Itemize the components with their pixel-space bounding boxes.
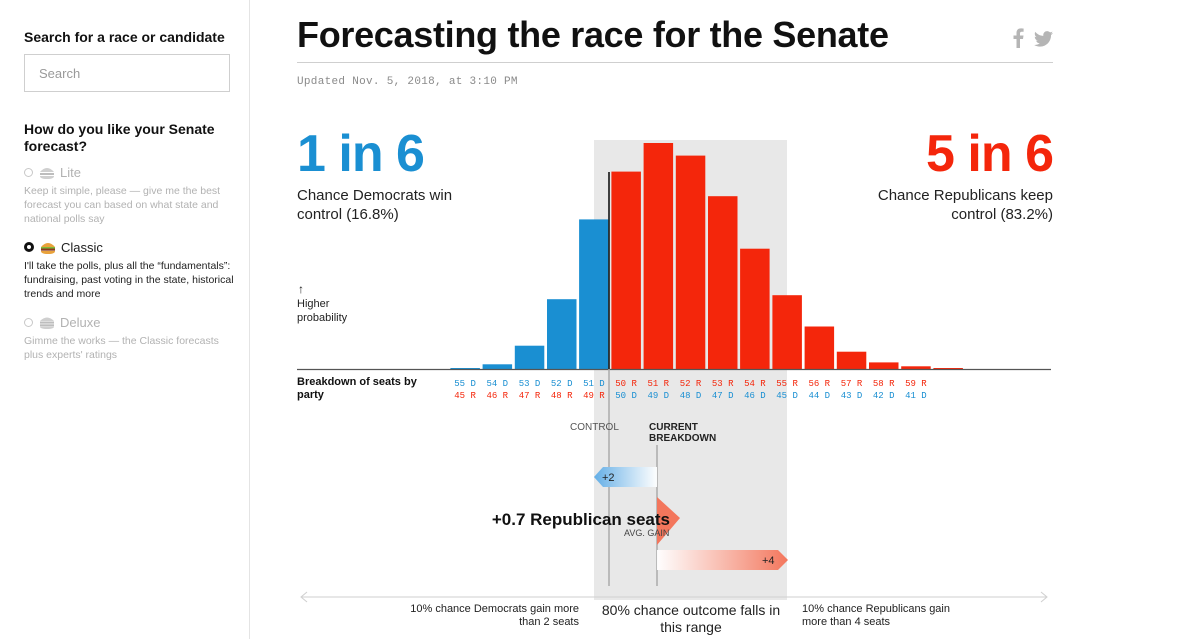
dem-odds-description: Chance Democrats win control (16.8%): [297, 187, 453, 223]
option-lite[interactable]: Lite Keep it simple, please — give me th…: [24, 163, 234, 226]
bar-57r[interactable]: [836, 351, 867, 369]
bar-58r[interactable]: [869, 362, 899, 369]
title-divider: [297, 62, 1053, 63]
tick-label-bottom-11: 44 D: [808, 391, 830, 401]
tick-label-top-0: 55 D: [454, 379, 476, 389]
bar-59r[interactable]: [901, 366, 931, 369]
rep-gain-label: +4: [762, 555, 775, 567]
tick-label-top-1: 54 D: [486, 379, 508, 389]
tick-label-top-5: 50 R: [615, 379, 637, 389]
breakdown-label: Breakdown of seats by party: [297, 376, 417, 401]
bar-51r[interactable]: [643, 143, 674, 369]
classic-radio[interactable]: [24, 242, 34, 252]
option-classic[interactable]: Classic I'll take the polls, plus all th…: [24, 238, 234, 301]
burger-lite-icon: [40, 167, 54, 179]
current-breakdown-label-1: CURRENT: [649, 422, 698, 433]
bar-52r[interactable]: [675, 155, 706, 369]
avg-gain-sub: AVG. GAIN: [624, 528, 669, 538]
tick-label-top-6: 51 R: [647, 379, 669, 389]
search-input[interactable]: [24, 54, 230, 92]
tick-label-top-12: 57 R: [841, 379, 863, 389]
bar-tail[interactable]: [933, 368, 963, 369]
tick-label-bottom-14: 41 D: [905, 391, 927, 401]
tick-label-top-3: 52 D: [551, 379, 573, 389]
rep-odds-headline: 5 in 6: [926, 125, 1054, 183]
tick-label-top-13: 58 R: [873, 379, 895, 389]
tick-label-bottom-13: 42 D: [873, 391, 895, 401]
dem-gain-label: +2: [602, 472, 615, 484]
tick-label-top-2: 53 D: [519, 379, 541, 389]
dem-odds-headline: 1 in 6: [297, 125, 425, 183]
option-classic-label: Classic: [61, 239, 103, 255]
tick-label-bottom-3: 48 R: [551, 391, 573, 401]
rep-gain-arrow: [657, 550, 788, 570]
facebook-icon[interactable]: [1012, 28, 1024, 48]
bar-53d[interactable]: [514, 345, 545, 369]
tick-label-top-7: 52 R: [680, 379, 702, 389]
bar-54r[interactable]: [740, 248, 770, 369]
option-classic-description: I'll take the polls, plus all the “funda…: [24, 260, 234, 300]
option-deluxe[interactable]: Deluxe Gimme the works — the Classic for…: [24, 313, 234, 362]
tick-label-bottom-1: 46 R: [486, 391, 508, 401]
up-arrow-icon: ↑: [298, 282, 304, 296]
tick-label-bottom-4: 49 R: [583, 391, 605, 401]
page-title: Forecasting the race for the Senate: [297, 14, 889, 55]
tick-label-top-9: 54 R: [744, 379, 766, 389]
deluxe-radio[interactable]: [24, 317, 33, 327]
burger-deluxe-icon: [40, 317, 54, 329]
tick-label-bottom-5: 50 D: [615, 391, 637, 401]
bar-53r[interactable]: [708, 196, 738, 369]
bar-54d[interactable]: [482, 364, 513, 369]
avg-gain-arrow: [657, 497, 680, 545]
probability-label: Higher probability: [297, 298, 348, 324]
tick-label-bottom-0: 45 R: [454, 391, 476, 401]
tick-label-bottom-2: 47 R: [519, 391, 541, 401]
rep-odds-description: Chance Republicans keep control (83.2%): [877, 187, 1053, 223]
option-deluxe-label: Deluxe: [60, 314, 101, 330]
dem-gain-arrow: [594, 467, 657, 487]
tick-label-bottom-8: 47 D: [712, 391, 734, 401]
tick-label-top-14: 59 R: [905, 379, 927, 389]
current-breakdown-label-2: BREAKDOWN: [649, 433, 716, 444]
range-note-center: 80% chance outcome falls in this range: [601, 602, 781, 635]
range-note-left: 10% chance Democrats gain more than 2 se…: [410, 603, 579, 628]
sidebar: Search for a race or candidate How do yo…: [0, 0, 250, 639]
tick-label-bottom-9: 46 D: [744, 391, 766, 401]
control-label: CONTROL: [570, 422, 619, 433]
tick-label-bottom-7: 48 D: [680, 391, 702, 401]
range-axis: [300, 591, 1048, 603]
tick-label-top-4: 51 D: [583, 379, 605, 389]
tick-label-top-10: 55 R: [776, 379, 798, 389]
burger-classic-icon: [41, 242, 55, 254]
tick-label-top-11: 56 R: [808, 379, 830, 389]
tick-label-bottom-6: 49 D: [647, 391, 669, 401]
bar-52d[interactable]: [547, 299, 577, 369]
bar-50r[interactable]: [611, 171, 641, 369]
option-lite-label: Lite: [60, 164, 81, 180]
bar-56r[interactable]: [804, 326, 835, 370]
range-note-right: 10% chance Republicans gain more than 4 …: [802, 603, 950, 628]
bar-55r[interactable]: [772, 295, 802, 369]
updated-timestamp: Updated Nov. 5, 2018, at 3:10 PM: [297, 76, 518, 88]
tick-label-bottom-12: 43 D: [841, 391, 863, 401]
avg-gain-headline: +0.7 Republican seats: [492, 510, 670, 529]
option-deluxe-description: Gimme the works — the Classic forecasts …: [24, 335, 219, 361]
option-lite-description: Keep it simple, please — give me the bes…: [24, 185, 221, 225]
lite-radio[interactable]: [24, 167, 33, 177]
search-title: Search for a race or candidate: [24, 29, 225, 45]
twitter-icon[interactable]: [1034, 31, 1053, 47]
forecast-mode-question: How do you like your Senate forecast?: [24, 121, 215, 154]
bar-51d[interactable]: [579, 219, 609, 369]
tick-label-bottom-10: 45 D: [776, 391, 798, 401]
bar-55d[interactable]: [450, 368, 480, 369]
tick-label-top-8: 53 R: [712, 379, 734, 389]
